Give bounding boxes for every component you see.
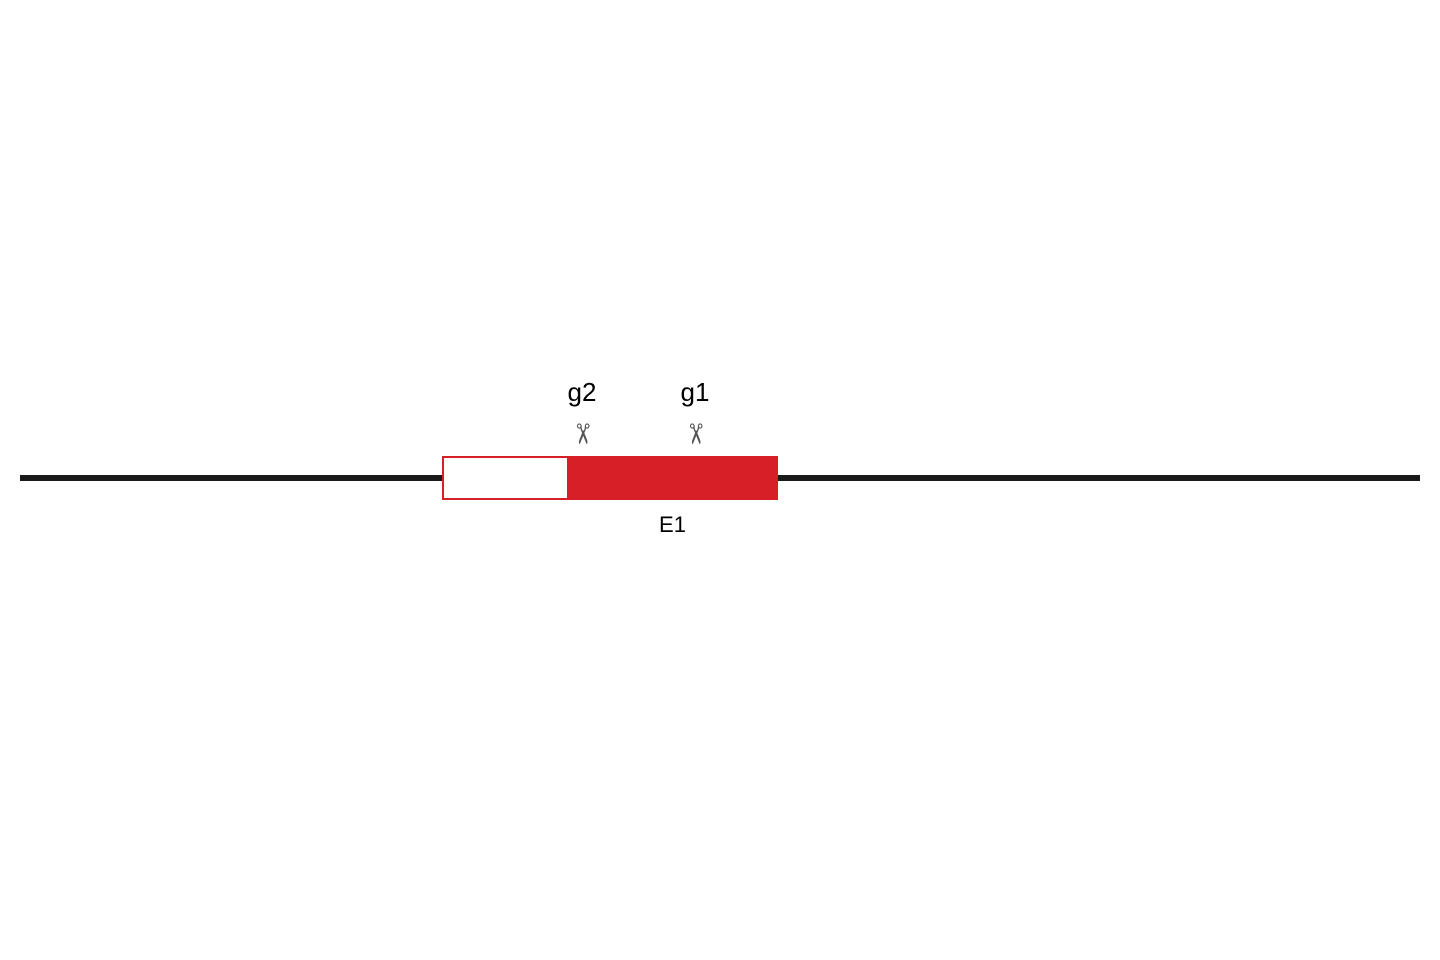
guide-label-g1: g1 <box>681 377 710 408</box>
genome-axis-left <box>20 475 442 481</box>
exon-utr-box <box>442 456 567 500</box>
genome-axis-right <box>778 475 1420 481</box>
scissors-icon: ✂ <box>681 422 709 445</box>
guide-label-g2: g2 <box>568 377 597 408</box>
exon-label: E1 <box>659 512 686 538</box>
exon-coding-box <box>567 456 778 500</box>
gene-diagram: E1 g2 ✂ g1 ✂ <box>0 0 1440 960</box>
scissors-icon: ✂ <box>568 422 596 445</box>
